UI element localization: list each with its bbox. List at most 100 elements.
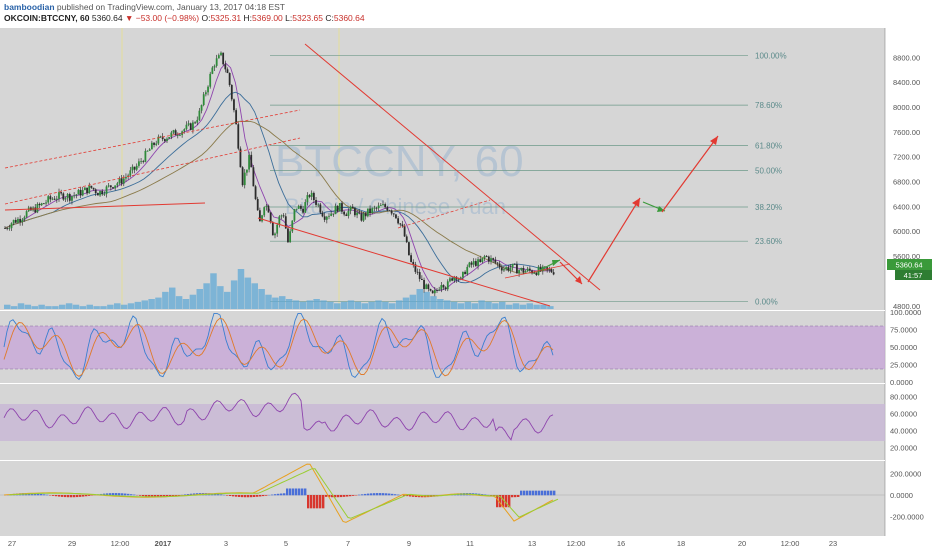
chart-area[interactable]: BTCCNY, 60 Bitcoin / Chinese Yuan 100.00… [0,28,932,550]
candle-body [332,213,335,215]
macd-bar [289,488,292,496]
macd-bar [40,493,43,496]
candle-body [446,281,449,290]
stoch-tick-label: 25.0000 [890,361,917,370]
wedge-line[interactable] [397,199,491,229]
triangle-bottom[interactable] [504,263,571,279]
candle-body [146,150,149,152]
upper-channel-line[interactable] [4,109,301,169]
candle-body [323,216,326,220]
candle-body [271,222,274,236]
price-axis-bg [885,28,932,536]
lower-trendline[interactable] [257,217,551,307]
time-tick-label: 23 [829,539,837,548]
candle-body [90,185,93,188]
candle-body [338,203,341,212]
candle-body [412,261,415,265]
volume-bar [334,303,341,309]
macd-bar [250,495,253,498]
candle-body [47,196,50,203]
candle-body [241,167,244,186]
macd-bar [157,495,160,498]
macd-bar [166,495,169,497]
trendlines [4,43,601,307]
macd-bar [235,495,238,497]
candle-body [233,99,235,111]
candle-body [442,285,445,288]
macd-bar [241,495,244,498]
candle-body [161,136,164,140]
candle-body [485,256,488,257]
support-line[interactable] [4,202,206,211]
volume-bar [409,294,417,309]
candle-body [392,213,395,215]
lower-channel-line[interactable] [4,137,301,205]
rsi-axis: 80.0000 60.0000 40.0000 20.0000 [890,393,917,453]
candle-body [68,194,71,201]
candle-body [51,198,54,200]
volume-bar [485,301,492,309]
candle-body [166,138,168,142]
volume-bar [134,301,142,309]
macd-bar [523,490,526,496]
macd-bar [382,493,385,496]
macd-bar [139,495,142,496]
macd-bar [67,495,70,498]
volume-bar [148,299,155,309]
candle-body [328,215,330,217]
stoch-tick-label: 100.0000 [890,308,921,317]
candle-body [64,198,67,200]
candle-body [343,211,346,215]
macd-bar [520,490,523,496]
candle-body [258,210,261,222]
macd-bar [238,495,241,497]
candle-body [548,269,551,271]
author-name[interactable]: bamboodian [4,2,55,12]
candle-body [202,94,205,106]
macd-bar [484,494,487,496]
candle-body [550,269,553,273]
candle-body [58,192,60,199]
volume-bar [237,269,245,309]
volume-bar [306,300,313,309]
candle-body [379,205,382,206]
macd-bar [508,495,511,508]
candle-body [453,276,456,281]
volume-bar [244,277,252,309]
descending-trendline[interactable] [304,43,601,291]
fib-label: 100.00% [755,51,787,60]
candle-body [319,204,322,213]
candle-body [481,257,484,263]
candle-body [34,207,37,213]
volume-bar [430,296,437,309]
macd-bar [310,495,313,509]
fib-label: 38.20% [755,203,782,212]
candle-body [122,178,125,184]
candle-body [310,192,313,197]
macd-axis: 200.0000 0.0000 -200.0000 [890,469,924,521]
macd-bar [292,488,295,496]
candle-body [75,194,78,196]
macd-bar [298,488,301,496]
projection-arrow-up[interactable] [587,197,641,283]
candle-body [38,203,41,206]
open-value: 5325.31 [210,13,242,23]
macd-bar [169,495,172,497]
volume-bar [464,301,472,309]
candle-body [222,52,225,65]
price-candles [4,51,555,297]
macd-bar [313,495,316,509]
macd-bar [76,495,79,498]
time-tick-label: 11 [466,539,474,548]
volume-bar [17,303,25,309]
macd-bar [529,490,532,496]
volume-bar [361,303,368,309]
volume-bar [4,304,11,309]
macd-bar [154,495,157,498]
low-label: L: [285,13,293,23]
candle-body [462,271,464,278]
arrowhead [632,198,640,207]
candle-body [336,205,339,212]
macd-bar [352,495,355,496]
projection-arrow-target[interactable] [661,135,719,213]
